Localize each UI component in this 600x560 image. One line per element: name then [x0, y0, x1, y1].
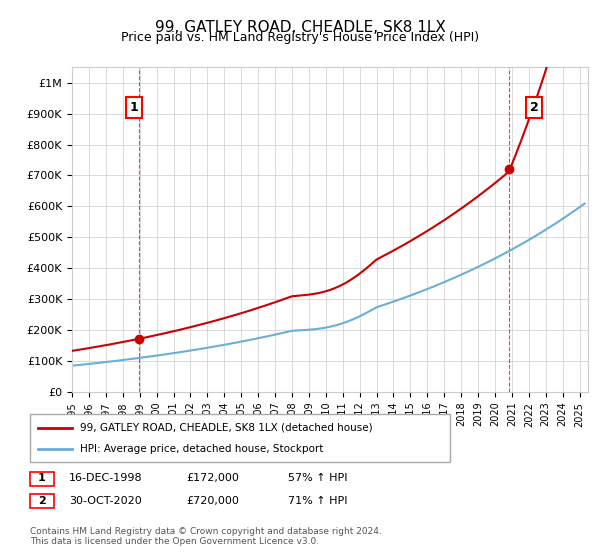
Text: 99, GATLEY ROAD, CHEADLE, SK8 1LX: 99, GATLEY ROAD, CHEADLE, SK8 1LX [155, 20, 445, 35]
FancyBboxPatch shape [30, 414, 450, 462]
Text: HPI: Average price, detached house, Stockport: HPI: Average price, detached house, Stoc… [80, 444, 324, 454]
Text: £172,000: £172,000 [186, 473, 239, 483]
Text: 2: 2 [530, 101, 539, 114]
Text: Contains HM Land Registry data © Crown copyright and database right 2024.
This d: Contains HM Land Registry data © Crown c… [30, 526, 382, 546]
Text: 1: 1 [130, 101, 138, 114]
Text: 30-OCT-2020: 30-OCT-2020 [69, 496, 142, 506]
Text: 57% ↑ HPI: 57% ↑ HPI [288, 473, 347, 483]
Text: £720,000: £720,000 [186, 496, 239, 506]
Text: 99, GATLEY ROAD, CHEADLE, SK8 1LX (detached house): 99, GATLEY ROAD, CHEADLE, SK8 1LX (detac… [80, 423, 373, 433]
Text: Price paid vs. HM Land Registry's House Price Index (HPI): Price paid vs. HM Land Registry's House … [121, 31, 479, 44]
Text: 71% ↑ HPI: 71% ↑ HPI [288, 496, 347, 506]
Text: 1: 1 [38, 473, 46, 483]
Text: 2: 2 [38, 496, 46, 506]
Text: 16-DEC-1998: 16-DEC-1998 [69, 473, 143, 483]
